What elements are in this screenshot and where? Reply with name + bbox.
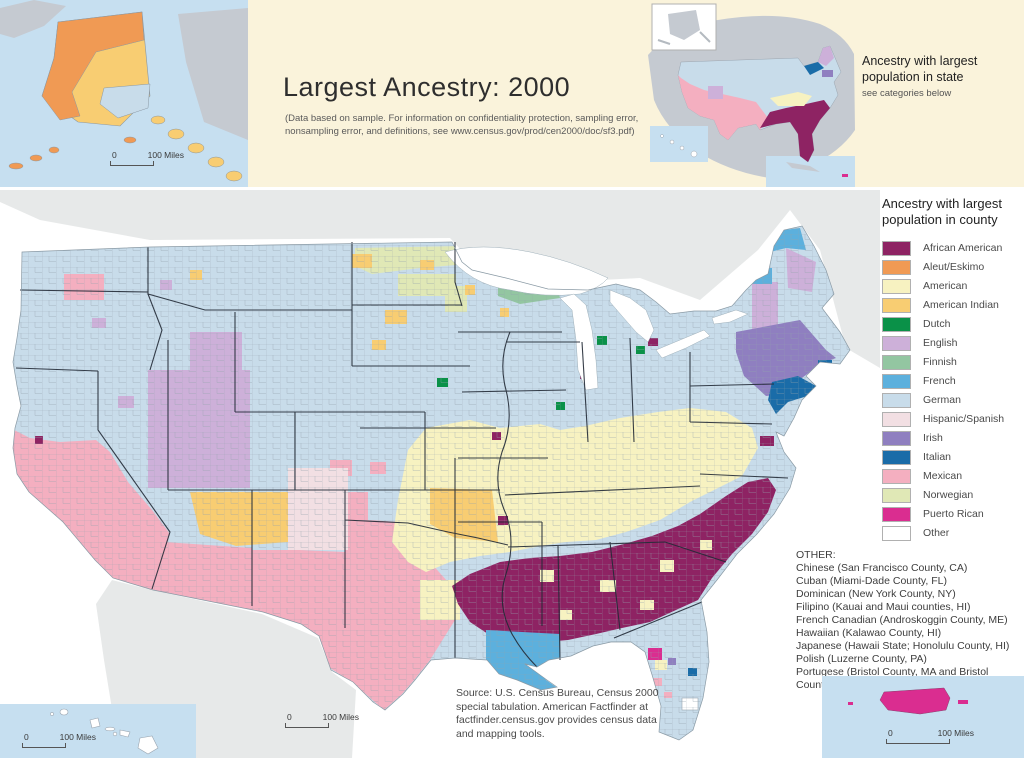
legend-row-german: German — [882, 391, 1024, 410]
data-note: (Data based on sample. For information o… — [285, 113, 639, 138]
county-legend-title: Ancestry with largest population in coun… — [882, 196, 1002, 228]
state-map-caption: Ancestry with largest population in stat… — [862, 54, 978, 84]
legend-label: American — [923, 280, 968, 292]
legend-swatch-mexican — [882, 468, 911, 484]
legend-row-puerto-rican: Puerto Rican — [882, 505, 1024, 524]
legend-row-irish: Irish — [882, 429, 1024, 448]
county-legend: Ancestry with largest population in coun… — [882, 196, 1024, 543]
other-line: Japanese (Hawaii State; Honolulu County,… — [796, 640, 1010, 652]
other-line: French Canadian (Androskoggin County, ME… — [796, 614, 1008, 626]
legend-row-finnish: Finnish — [882, 353, 1024, 372]
legend-row-hispanic-spanish: Hispanic/Spanish — [882, 410, 1024, 429]
other-ancestries-list: OTHER: Chinese (San Francisco County, CA… — [796, 549, 1024, 692]
legend-row-english: English — [882, 334, 1024, 353]
legend-row-other: Other — [882, 524, 1024, 543]
scale-zero-label: 0 — [888, 728, 893, 738]
legend-swatch-puerto-rican — [882, 506, 911, 522]
legend-swatch-norwegian — [882, 487, 911, 503]
legend-swatch-irish — [882, 430, 911, 446]
legend-row-american-indian: American Indian — [882, 296, 1024, 315]
legend-label: American Indian — [923, 299, 999, 311]
national-state-map — [648, 3, 855, 187]
legend-swatch-american-indian — [882, 297, 911, 313]
scale-miles-label: 100 Miles — [937, 728, 974, 738]
legend-swatch-dutch — [882, 316, 911, 332]
main-scale-bar: 0 100 Miles — [285, 712, 359, 728]
other-line: Polish (Luzerne County, PA) — [796, 653, 927, 665]
alaska-inset-map — [0, 0, 248, 187]
legend-label: French — [923, 375, 956, 387]
legend-swatch-french — [882, 373, 911, 389]
legend-swatch-german — [882, 392, 911, 408]
scale-miles-label: 100 Miles — [147, 150, 184, 160]
legend-swatch-other — [882, 525, 911, 541]
legend-label: Norwegian — [923, 489, 974, 501]
puerto-rico-scale-bar: 0 100 Miles — [886, 728, 974, 744]
hawaii-inset-map — [0, 704, 196, 758]
scale-zero-label: 0 — [112, 150, 117, 160]
legend-swatch-african-american — [882, 240, 911, 256]
scale-miles-label: 100 Miles — [59, 732, 96, 742]
alaska-scale-bar: 0 100 Miles — [110, 150, 184, 166]
hawaii-scale-bar: 0 100 Miles — [22, 732, 96, 748]
other-line: Filipino (Kauai and Maui counties, HI) — [796, 601, 971, 613]
puerto-rico-inset-map — [822, 676, 1024, 758]
legend-row-italian: Italian — [882, 448, 1024, 467]
legend-label: Aleut/Eskimo — [923, 261, 985, 273]
legend-label: Dutch — [923, 318, 951, 330]
scale-bar-rule — [110, 161, 154, 166]
legend-swatch-aleut-eskimo — [882, 259, 911, 275]
legend-row-african-american: African American — [882, 239, 1024, 258]
legend-label: African American — [923, 242, 1003, 254]
scale-bar-rule — [285, 723, 329, 728]
legend-swatch-american — [882, 278, 911, 294]
source-note: Source: U.S. Census Bureau, Census 2000 … — [456, 687, 659, 740]
legend-label: Finnish — [923, 356, 957, 368]
legend-swatch-hispanic-spanish — [882, 411, 911, 427]
legend-row-mexican: Mexican — [882, 467, 1024, 486]
other-line: Dominican (New York County, NY) — [796, 588, 956, 600]
legend-row-aleut-eskimo: Aleut/Eskimo — [882, 258, 1024, 277]
legend-label: Italian — [923, 451, 952, 463]
legend-row-french: French — [882, 372, 1024, 391]
legend-label: Hispanic/Spanish — [923, 413, 1005, 425]
scale-bar-rule — [22, 743, 66, 748]
other-line: Hawaiian (Kalawao County, HI) — [796, 627, 942, 639]
scale-zero-label: 0 — [287, 712, 292, 722]
alaska-island-chains — [8, 115, 243, 182]
legend-row-american: American — [882, 277, 1024, 296]
main-county-map — [0, 190, 880, 758]
legend-label: Other — [923, 527, 950, 539]
scale-bar-rule — [886, 739, 950, 744]
legend-swatch-italian — [882, 449, 911, 465]
other-line: Chinese (San Francisco County, CA) — [796, 562, 968, 574]
state-map-subcaption: see categories below — [862, 88, 952, 99]
legend-label: Mexican — [923, 470, 963, 482]
scale-zero-label: 0 — [24, 732, 29, 742]
other-line: Cuban (Miami-Dade County, FL) — [796, 575, 947, 587]
legend-swatch-english — [882, 335, 911, 351]
scale-miles-label: 100 Miles — [322, 712, 359, 722]
legend-label: Irish — [923, 432, 943, 444]
us-coastline — [12, 225, 851, 741]
legend-row-norwegian: Norwegian — [882, 486, 1024, 505]
legend-swatch-finnish — [882, 354, 911, 370]
legend-row-dutch: Dutch — [882, 315, 1024, 334]
legend-label: English — [923, 337, 958, 349]
canada-landmass — [0, 190, 880, 368]
legend-label: Puerto Rican — [923, 508, 984, 520]
legend-label: German — [923, 394, 961, 406]
page-title: Largest Ancestry: 2000 — [283, 72, 571, 102]
state-boundaries — [15, 242, 789, 668]
other-heading: OTHER: — [796, 549, 836, 561]
